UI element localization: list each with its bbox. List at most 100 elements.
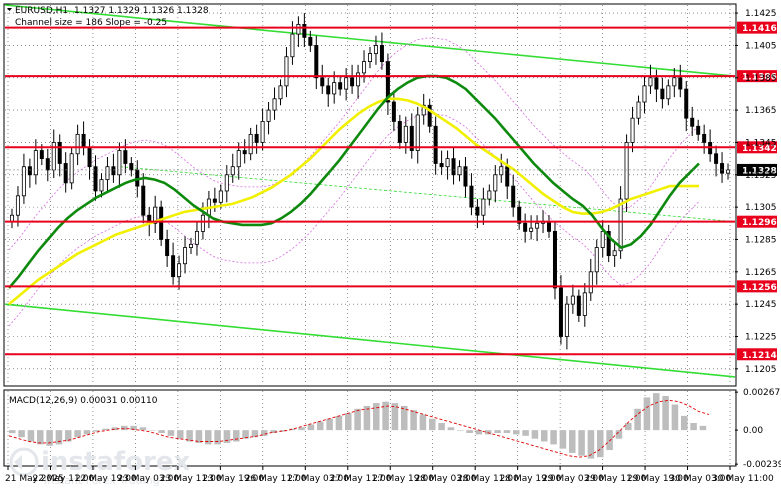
macd-histogram-bar <box>671 404 679 431</box>
candle <box>636 95 641 125</box>
time-tick-label: 27 May 11:00 <box>330 474 392 484</box>
chart-header: EURUSD,H1 1.1327 1.1329 1.1326 1.1328 Ch… <box>7 6 209 28</box>
candle <box>493 165 498 203</box>
candle <box>696 119 701 141</box>
price-tick-label: 1.1345 <box>745 138 777 148</box>
macd-histogram-bar <box>167 430 175 436</box>
level-tag-label: 1.1416 <box>742 24 777 34</box>
candle <box>350 64 355 94</box>
time-tick-label: 22 May 11:00 <box>32 474 94 484</box>
macd-histogram-bar <box>363 405 371 431</box>
macd-histogram-bar <box>251 430 259 438</box>
candle <box>27 158 32 188</box>
candle <box>690 106 695 136</box>
macd-histogram-bar <box>662 395 669 431</box>
macd-histogram-bar <box>447 427 455 431</box>
candle <box>344 68 349 101</box>
macd-histogram-bar <box>382 401 389 431</box>
macd-signal-line <box>8 399 710 458</box>
macd-histogram-bar <box>298 427 305 431</box>
macd-histogram-bar <box>625 423 632 431</box>
candle <box>260 108 265 151</box>
macd-histogram-bar <box>550 430 557 445</box>
macd-histogram-bar <box>522 430 529 436</box>
macd-histogram-bar <box>643 397 651 431</box>
macd-histogram-bar <box>139 427 147 431</box>
candle <box>183 236 188 274</box>
macd-histogram-bar <box>186 430 193 442</box>
macd-tick-label: 0.00 <box>743 426 763 436</box>
macd-histogram-bar <box>102 428 109 431</box>
level-tag-label: 1.1296 <box>742 218 777 228</box>
candle <box>15 186 20 227</box>
candle <box>93 155 98 201</box>
macd-histogram-bar <box>345 413 352 431</box>
macd-histogram-bar <box>457 430 464 431</box>
macd-histogram-bar <box>317 421 324 431</box>
candle <box>654 69 659 103</box>
macd-histogram-bar <box>46 430 53 446</box>
macd-histogram-bar <box>65 430 72 442</box>
candle <box>702 124 707 154</box>
level-tag-label: 1.1214 <box>742 351 777 361</box>
channel-lower-line <box>4 303 736 378</box>
level-tag <box>737 348 777 361</box>
dropdown-triangle-icon[interactable] <box>7 8 12 11</box>
time-tick-label: 28 May 19:00 <box>500 474 562 484</box>
candle <box>463 157 468 198</box>
price-tick-label: 1.1325 <box>745 171 777 181</box>
macd-histogram-bar <box>438 423 445 431</box>
candle <box>475 199 480 229</box>
candle <box>373 35 378 65</box>
candle <box>529 215 534 240</box>
candle <box>397 114 402 149</box>
candle <box>338 76 343 96</box>
candle <box>296 16 301 48</box>
candle <box>630 106 635 153</box>
macd-histogram-bar <box>541 430 548 442</box>
candle <box>171 242 176 285</box>
candle <box>535 215 540 242</box>
price-tick-label: 1.1245 <box>745 300 777 310</box>
price-tick-label: 1.1385 <box>745 74 777 84</box>
level-tag-label: 1.1386 <box>742 73 777 83</box>
time-tick-label: 29 May 11:00 <box>585 474 647 484</box>
time-tick-label: 29 May 19:00 <box>627 474 689 484</box>
macd-histogram-bar <box>531 430 539 439</box>
candle <box>248 127 253 161</box>
candle <box>177 255 182 290</box>
macd-histogram-bar <box>111 427 119 431</box>
level-tag <box>737 280 777 293</box>
macd-histogram-bar <box>289 428 296 431</box>
candle <box>141 173 146 224</box>
time-tick-label: 23 May 11:00 <box>160 474 222 484</box>
macd-histogram-bar <box>93 430 100 432</box>
macd-histogram-bar <box>242 430 249 439</box>
macd-histogram-bar <box>214 430 221 445</box>
watermark: instaforex Instant Forex Trading <box>9 447 191 487</box>
candle <box>266 102 271 135</box>
macd-histogram-bar <box>354 408 361 431</box>
candle <box>678 64 683 98</box>
candle <box>523 213 528 243</box>
current-price-label: 1.1328 <box>742 166 777 176</box>
macd-histogram-bar <box>158 430 165 433</box>
time-tick-label: 30 May 11:00 <box>712 474 774 484</box>
price-axis: 1.14251.14051.13851.13651.13451.13251.13… <box>735 9 777 375</box>
macd-histogram-bar <box>261 430 268 436</box>
candle <box>230 153 235 183</box>
symbol-title: EURUSD,H1 <box>15 6 68 16</box>
candle <box>111 153 116 183</box>
moving-averages <box>8 74 700 306</box>
macd-histogram-bar <box>606 430 613 451</box>
macd-histogram-bar <box>569 430 576 453</box>
candle <box>576 289 581 322</box>
candle <box>153 195 158 233</box>
candle <box>117 142 122 188</box>
macd-histogram-bar <box>503 430 511 433</box>
candle <box>439 150 444 175</box>
macd-histogram-bar <box>513 430 520 435</box>
macd-histogram-bar <box>270 430 277 433</box>
